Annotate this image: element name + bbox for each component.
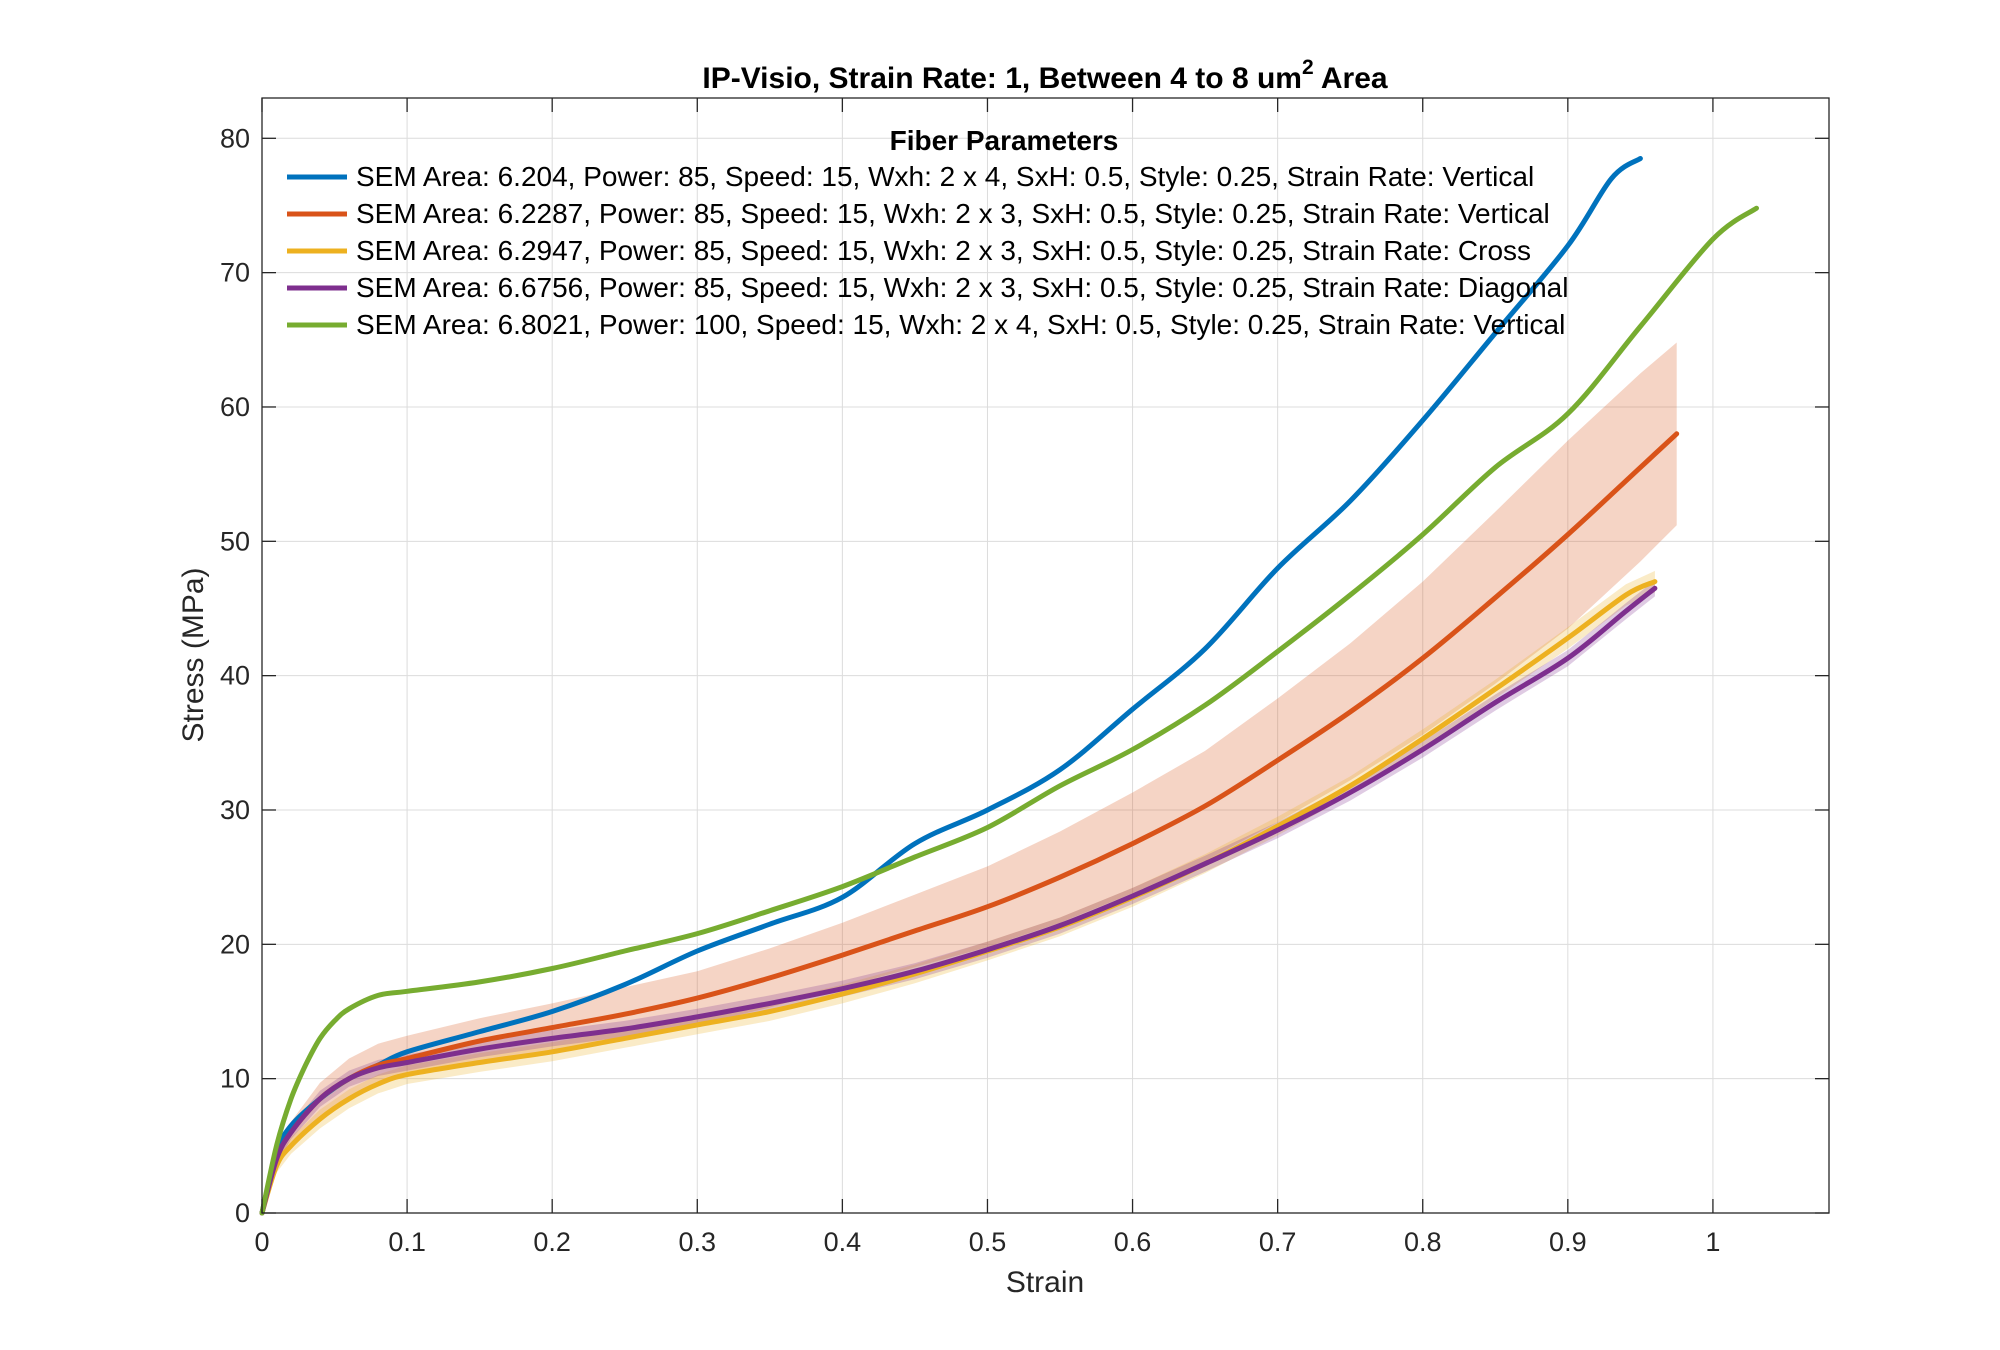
series-2-band — [262, 342, 1677, 1213]
series-lines — [259, 156, 1759, 1216]
y-tick-label: 70 — [220, 258, 250, 288]
x-tick-label: 1 — [1705, 1227, 1720, 1257]
x-tick-label: 0.8 — [1404, 1227, 1442, 1257]
y-tick-label: 60 — [220, 392, 250, 422]
legend-entry: SEM Area: 6.2947, Power: 85, Speed: 15, … — [356, 235, 1531, 266]
x-tick-label: 0.5 — [969, 1227, 1007, 1257]
x-tick-label: 0.4 — [824, 1227, 862, 1257]
x-tick-label: 0.1 — [388, 1227, 426, 1257]
y-tick-label: 50 — [220, 526, 250, 556]
legend: Fiber Parameters SEM Area: 6.204, Power:… — [287, 125, 1568, 340]
title-superscript: 2 — [1302, 56, 1314, 79]
x-tick-label: 0.2 — [533, 1227, 571, 1257]
y-tick-label: 20 — [220, 929, 250, 959]
series-3-line — [259, 579, 1658, 1216]
y-tick-label: 10 — [220, 1064, 250, 1094]
y-tick-label: 0 — [235, 1198, 250, 1228]
x-tick-label: 0.7 — [1259, 1227, 1297, 1257]
chart-title: IP-Visio, Strain Rate: 1, Between 4 to 8… — [702, 56, 1388, 95]
title-suffix: Area — [1314, 62, 1388, 95]
legend-title: Fiber Parameters — [890, 125, 1119, 156]
legend-entry: SEM Area: 6.6756, Power: 85, Speed: 15, … — [356, 272, 1568, 303]
y-tick-label: 30 — [220, 795, 250, 825]
x-tick-label: 0.6 — [1114, 1227, 1152, 1257]
plot-box — [261, 97, 1830, 1214]
axis-ticks: 0 0.1 0.2 0.3 0.4 0.5 0.6 0.7 0.8 0.9 101020304050… — [220, 98, 1829, 1257]
y-tick-label: 80 — [220, 123, 250, 153]
x-axis-label: Strain — [1006, 1266, 1084, 1299]
x-tick-label: 0.3 — [679, 1227, 717, 1257]
x-tick-label: 0 — [254, 1227, 269, 1257]
y-axis-label: Stress (MPa) — [177, 567, 210, 742]
confidence-bands — [262, 342, 1677, 1213]
series-4-line — [259, 585, 1658, 1216]
legend-entry: SEM Area: 6.204, Power: 85, Speed: 15, W… — [356, 161, 1534, 192]
legend-entry: SEM Area: 6.2287, Power: 85, Speed: 15, … — [356, 198, 1550, 229]
y-tick-label: 40 — [220, 661, 250, 691]
legend-entry: SEM Area: 6.8021, Power: 100, Speed: 15,… — [356, 309, 1565, 340]
series-5-line — [259, 205, 1759, 1216]
x-tick-label: 0.9 — [1549, 1227, 1587, 1257]
